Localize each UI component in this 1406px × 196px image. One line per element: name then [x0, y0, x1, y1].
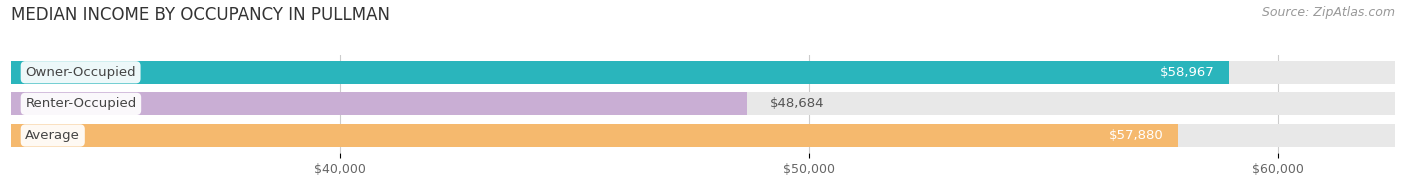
- Text: Average: Average: [25, 129, 80, 142]
- Bar: [11, 93, 747, 115]
- Bar: [11, 124, 1178, 147]
- Text: $58,967: $58,967: [1160, 66, 1215, 79]
- Text: Renter-Occupied: Renter-Occupied: [25, 97, 136, 110]
- Bar: [11, 61, 1395, 84]
- Text: MEDIAN INCOME BY OCCUPANCY IN PULLMAN: MEDIAN INCOME BY OCCUPANCY IN PULLMAN: [11, 6, 391, 24]
- Text: $48,684: $48,684: [770, 97, 825, 110]
- Text: Owner-Occupied: Owner-Occupied: [25, 66, 136, 79]
- Text: Source: ZipAtlas.com: Source: ZipAtlas.com: [1261, 6, 1395, 19]
- Bar: [11, 124, 1395, 147]
- Bar: [11, 61, 1229, 84]
- Text: $57,880: $57,880: [1109, 129, 1164, 142]
- Bar: [11, 93, 1395, 115]
